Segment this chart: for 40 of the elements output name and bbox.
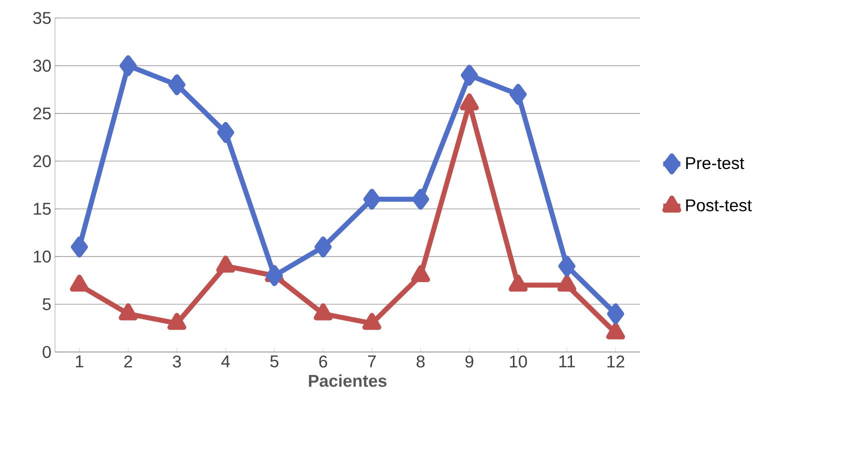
point	[70, 274, 89, 292]
y-tick-label: 15	[34, 202, 51, 215]
x-tick-label: 1	[76, 356, 84, 368]
x-tick-label: 4	[221, 356, 230, 368]
point	[508, 274, 528, 292]
point	[557, 274, 576, 292]
legend-label: Pre-test	[686, 157, 744, 170]
y-tick-label: 20	[33, 155, 51, 168]
x-tick-label: 12	[607, 356, 624, 368]
point	[606, 322, 626, 340]
x-tick-label: 11	[559, 356, 575, 368]
point	[460, 64, 478, 86]
x-tick-label: 8	[416, 356, 425, 368]
point	[314, 303, 333, 320]
point	[363, 188, 380, 210]
x-tick-label: 6	[319, 356, 328, 368]
point	[411, 265, 430, 282]
x-tick-label: 7	[368, 356, 376, 368]
y-tick-label: 30	[33, 60, 51, 72]
x-tick-label: 10	[510, 356, 527, 368]
point	[216, 256, 236, 273]
x-tick-label: 2	[124, 356, 132, 368]
x-tick-label: 9	[465, 356, 474, 368]
x-tick-label: 5	[270, 356, 278, 368]
point	[510, 84, 527, 105]
point	[412, 188, 430, 210]
point	[120, 55, 137, 76]
y-tick-label: 0	[42, 346, 51, 358]
legend-label: Post-test	[686, 199, 752, 212]
y-tick-label: 35	[33, 12, 51, 24]
point	[362, 312, 382, 330]
point	[217, 122, 234, 144]
y-tick-label: 5	[42, 298, 51, 310]
point	[118, 303, 138, 320]
x-tick-label: 3	[172, 356, 181, 368]
point	[168, 74, 186, 96]
point	[167, 312, 186, 330]
y-tick-label: 10	[34, 250, 51, 263]
x-axis-title: Pacientes	[308, 374, 386, 387]
y-tick-label: 25	[33, 107, 51, 120]
